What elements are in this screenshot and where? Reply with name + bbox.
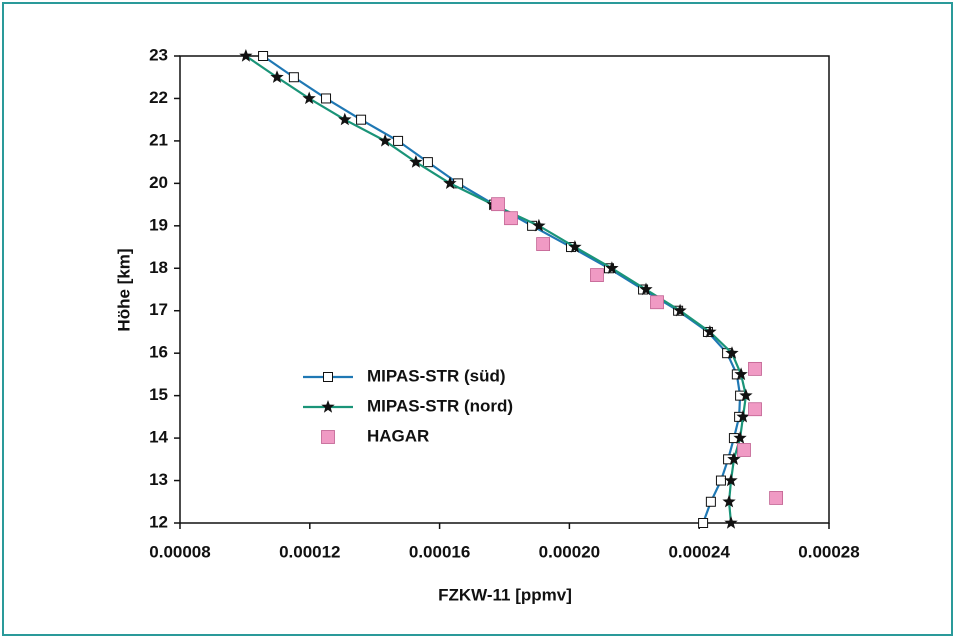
y-tick-label: 19 — [149, 215, 168, 234]
legend-marker — [321, 430, 335, 444]
marker — [724, 516, 738, 529]
marker — [698, 518, 709, 528]
y-axis-label: Höhe [km] — [114, 248, 133, 331]
marker — [673, 303, 687, 317]
y-tick-label: 22 — [149, 88, 168, 107]
marker — [769, 491, 784, 505]
x-axis-label: FZKW-11 [ppmv] — [438, 585, 572, 604]
x-tick-label: 0.00028 — [798, 542, 859, 561]
marker — [321, 93, 332, 104]
legend-label: MIPAS-STR (nord) — [367, 396, 513, 415]
y-tick-label: 21 — [149, 130, 168, 149]
marker — [356, 114, 367, 125]
marker — [302, 91, 316, 105]
y-tick-label: 14 — [149, 428, 168, 447]
marker — [703, 325, 717, 338]
marker — [736, 409, 750, 423]
marker — [491, 197, 505, 212]
marker — [504, 211, 518, 226]
y-tick-label: 15 — [149, 385, 168, 404]
marker — [725, 346, 739, 359]
marker — [378, 133, 392, 147]
marker — [748, 361, 762, 376]
marker — [288, 72, 299, 83]
marker — [338, 112, 352, 126]
x-tick-label: 0.00024 — [668, 542, 730, 561]
marker — [532, 218, 546, 232]
marker — [568, 240, 582, 253]
marker — [393, 135, 404, 146]
marker — [409, 155, 423, 168]
legend-label: MIPAS-STR (süd) — [367, 366, 506, 385]
y-tick-label: 20 — [149, 173, 168, 192]
marker — [722, 494, 736, 508]
marker — [270, 70, 284, 83]
marker — [443, 176, 457, 189]
marker — [422, 157, 433, 168]
legend-label: HAGAR — [367, 426, 429, 445]
marker — [748, 402, 762, 417]
marker — [258, 51, 269, 61]
y-tick-label: 12 — [149, 512, 168, 531]
marker — [605, 261, 619, 274]
legend-marker — [323, 372, 333, 382]
marker — [733, 431, 747, 444]
y-tick-label: 13 — [149, 470, 168, 489]
marker — [734, 367, 748, 381]
y-tick-label: 23 — [149, 45, 168, 64]
plot-area — [179, 55, 830, 524]
x-tick-label: 0.00008 — [149, 542, 210, 561]
y-tick-label: 18 — [149, 258, 168, 277]
marker — [715, 475, 726, 486]
legend-marker — [321, 400, 335, 413]
x-tick-label: 0.00012 — [279, 542, 340, 561]
y-tick-label: 16 — [149, 343, 168, 362]
marker — [724, 473, 738, 487]
marker — [739, 388, 753, 402]
x-tick-label: 0.00020 — [539, 542, 600, 561]
marker — [737, 443, 751, 457]
marker — [705, 496, 716, 507]
marker — [590, 268, 604, 282]
marker — [536, 237, 551, 251]
x-tick-label: 0.00016 — [409, 542, 470, 561]
marker — [727, 452, 741, 465]
marker — [639, 282, 653, 296]
marker — [650, 295, 664, 310]
y-tick-label: 17 — [149, 300, 168, 319]
marker — [239, 49, 253, 62]
